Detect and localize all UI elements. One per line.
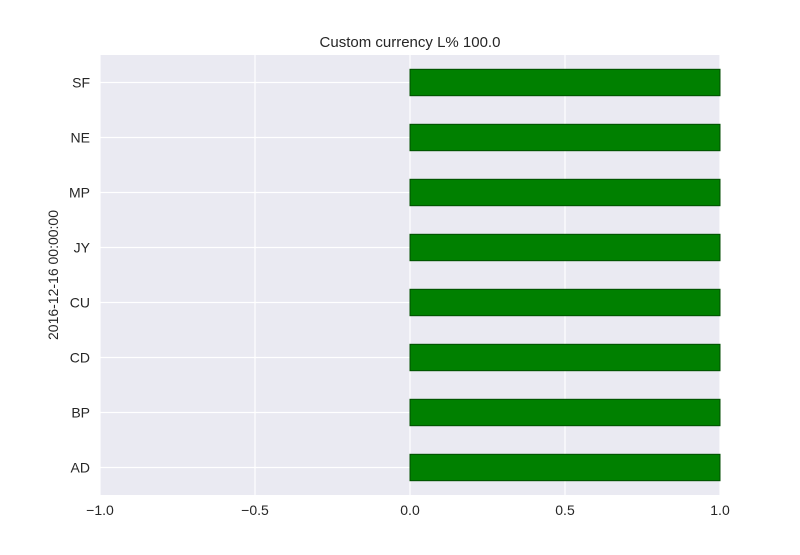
x-tick-labels: −1.0 −0.5 0.0 0.5 1.0	[86, 502, 730, 518]
bar-ne	[409, 123, 721, 152]
bar-ad	[409, 453, 721, 482]
bar-cd	[409, 343, 721, 372]
y-tick-label: MP	[69, 185, 90, 201]
y-tick-label: SF	[72, 75, 90, 91]
x-tick-label: 0.0	[400, 502, 420, 518]
bars	[409, 68, 721, 482]
y-tick-label: AD	[71, 460, 90, 476]
y-tick-label: CD	[70, 350, 90, 366]
x-tick-label: −0.5	[241, 502, 269, 518]
x-tick-label: −1.0	[86, 502, 114, 518]
y-tick-label: BP	[71, 405, 90, 421]
x-tick-label: 0.5	[555, 502, 575, 518]
y-tick-label: NE	[71, 130, 90, 146]
y-axis-label: 2016-12-16 00:00:00	[45, 210, 61, 340]
bar-jy	[409, 233, 721, 262]
y-tick-label: JY	[74, 240, 91, 256]
bar-cu	[409, 288, 721, 317]
x-tick-label: 1.0	[710, 502, 730, 518]
bar-bp	[409, 398, 721, 427]
bar-mp	[409, 178, 721, 207]
chart-title: Custom currency L% 100.0	[320, 34, 501, 51]
bar-sf	[409, 68, 721, 97]
y-tick-label: CU	[70, 295, 90, 311]
y-tick-labels: SF NE MP JY CU CD BP AD	[69, 75, 91, 476]
